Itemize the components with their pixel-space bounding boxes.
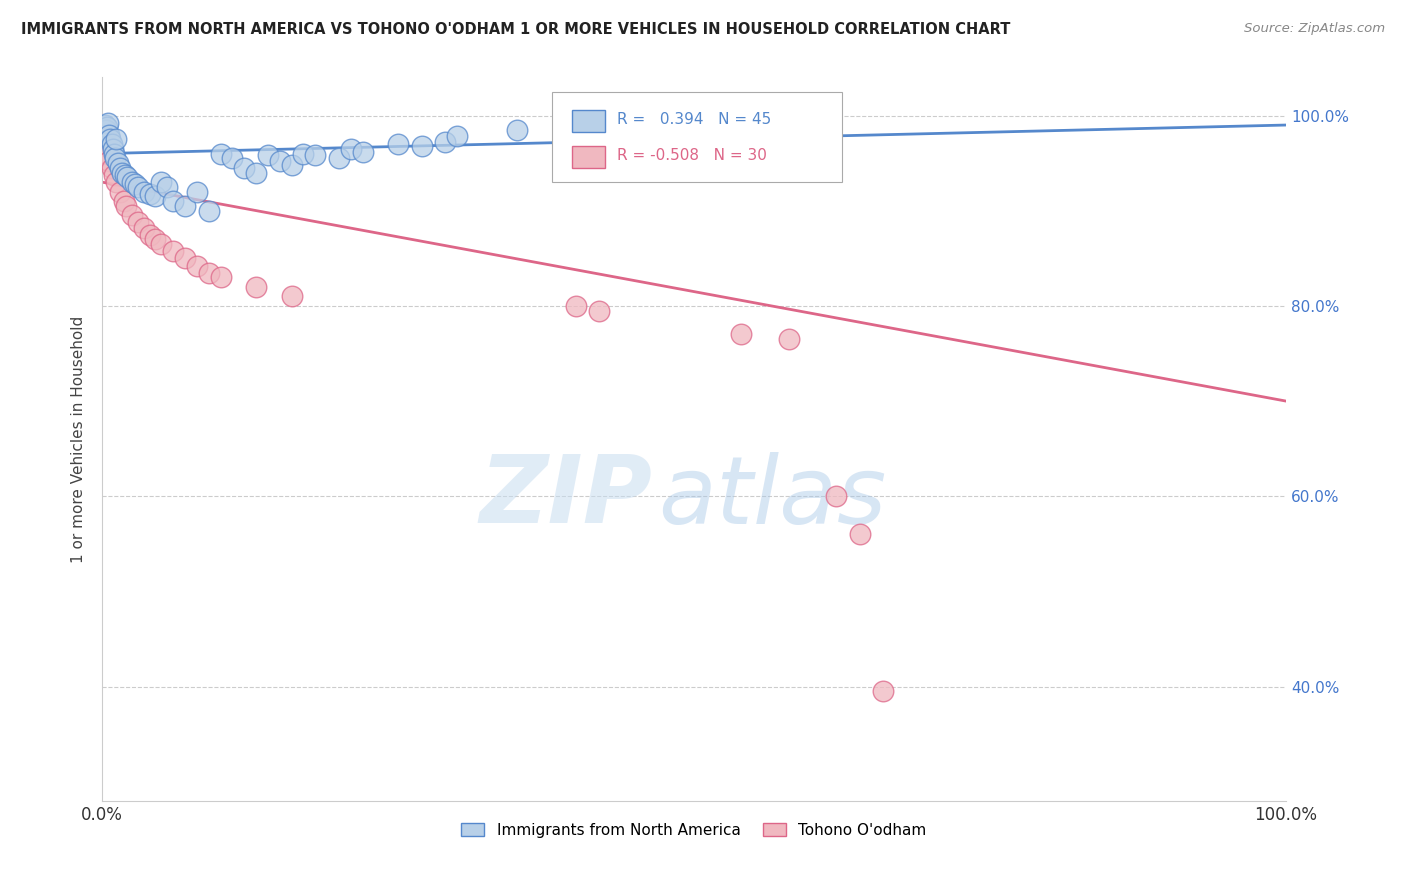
Point <box>434 135 457 149</box>
Point <box>98 128 121 142</box>
Point <box>304 148 326 162</box>
Point <box>132 220 155 235</box>
FancyBboxPatch shape <box>572 110 606 132</box>
Point <box>121 209 143 223</box>
Point <box>94 123 117 137</box>
Point <box>93 132 115 146</box>
Text: R =   0.394   N = 45: R = 0.394 N = 45 <box>617 112 772 127</box>
Point <box>186 185 208 199</box>
Point <box>103 146 125 161</box>
Point <box>104 152 127 166</box>
Point <box>115 170 138 185</box>
Point <box>115 199 138 213</box>
Point <box>121 175 143 189</box>
FancyBboxPatch shape <box>572 146 606 168</box>
Point <box>387 137 409 152</box>
Point <box>352 145 374 159</box>
Point <box>108 185 131 199</box>
Y-axis label: 1 or more Vehicles in Household: 1 or more Vehicles in Household <box>72 316 86 563</box>
Point <box>132 185 155 199</box>
Text: IMMIGRANTS FROM NORTH AMERICA VS TOHONO O'ODHAM 1 OR MORE VEHICLES IN HOUSEHOLD : IMMIGRANTS FROM NORTH AMERICA VS TOHONO … <box>21 22 1011 37</box>
Point <box>328 152 350 166</box>
Point <box>209 146 232 161</box>
Point <box>150 175 173 189</box>
Point <box>221 152 243 166</box>
Point <box>588 303 610 318</box>
Point <box>174 252 197 266</box>
Point <box>564 299 586 313</box>
Point <box>162 244 184 258</box>
Point <box>94 139 117 153</box>
Point <box>108 161 131 175</box>
Point <box>825 489 848 503</box>
FancyBboxPatch shape <box>553 92 842 182</box>
Point <box>156 180 179 194</box>
Point <box>138 227 160 242</box>
Point <box>100 132 122 146</box>
Point <box>280 289 302 303</box>
Point <box>778 332 800 346</box>
Point <box>245 280 267 294</box>
Point <box>97 116 120 130</box>
Point <box>280 158 302 172</box>
Point <box>124 177 146 191</box>
Point <box>197 266 219 280</box>
Point <box>127 180 149 194</box>
Text: atlas: atlas <box>658 451 887 542</box>
Point <box>269 154 291 169</box>
Point <box>107 156 129 170</box>
Point <box>93 118 115 132</box>
Point <box>209 270 232 285</box>
Text: Source: ZipAtlas.com: Source: ZipAtlas.com <box>1244 22 1385 36</box>
Point <box>105 175 128 189</box>
Point <box>245 166 267 180</box>
Point <box>145 189 167 203</box>
Point <box>872 684 894 698</box>
Point <box>111 166 134 180</box>
Point <box>340 142 363 156</box>
Point <box>112 194 135 209</box>
Point <box>505 123 527 137</box>
Point <box>101 142 124 156</box>
Point <box>186 259 208 273</box>
Point <box>233 161 256 175</box>
Point <box>105 132 128 146</box>
Point <box>411 139 433 153</box>
Point <box>162 194 184 209</box>
Point <box>100 161 122 175</box>
Point <box>730 327 752 342</box>
Point <box>98 154 121 169</box>
Text: ZIP: ZIP <box>479 451 652 543</box>
Point <box>174 199 197 213</box>
Text: R = -0.508   N = 30: R = -0.508 N = 30 <box>617 148 768 163</box>
Point <box>150 237 173 252</box>
Point <box>96 120 118 134</box>
Legend: Immigrants from North America, Tohono O'odham: Immigrants from North America, Tohono O'… <box>456 816 932 844</box>
Point <box>849 527 872 541</box>
Point <box>103 168 125 182</box>
Point <box>138 186 160 201</box>
Point <box>96 146 118 161</box>
Point <box>127 215 149 229</box>
Point <box>100 137 122 152</box>
Point <box>197 203 219 218</box>
Point <box>145 232 167 246</box>
Point <box>292 146 315 161</box>
Point <box>114 168 136 182</box>
Point <box>446 129 468 144</box>
Point <box>257 148 280 162</box>
